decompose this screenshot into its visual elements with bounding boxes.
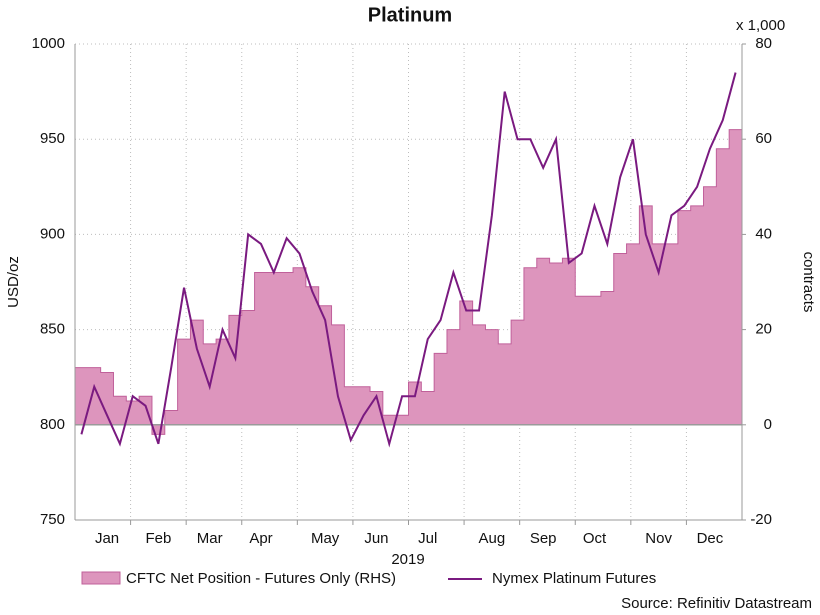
y2-tick-label: 80	[755, 35, 772, 52]
y2-tick-label: -20	[750, 511, 772, 528]
chart-title: Platinum	[368, 4, 452, 26]
x-tick-label: May	[311, 530, 340, 547]
y-tick-label: 950	[40, 130, 65, 147]
y2-unit: x 1,000	[736, 17, 785, 34]
x-tick-label: Jun	[364, 530, 388, 547]
y2-tick-label: 20	[755, 321, 772, 338]
y-tick-label: 900	[40, 225, 65, 242]
x-tick-label: Jan	[95, 530, 119, 547]
area	[74, 129, 743, 435]
x-tick-label: Feb	[145, 530, 171, 547]
y2-tick-label: 60	[755, 130, 772, 147]
x-tick-label: Apr	[249, 530, 272, 547]
x-tick-label: Aug	[479, 530, 506, 547]
x-tick-label: Oct	[583, 530, 607, 547]
x-axis-label: 2019	[391, 551, 424, 568]
y-tick-label: 750	[40, 511, 65, 528]
line	[80, 72, 737, 448]
legend-label: CFTC Net Position - Futures Only (RHS)	[126, 570, 396, 587]
y-axis-label: USD/oz	[5, 256, 22, 308]
legend-swatch	[81, 571, 121, 585]
source: Source: Refinitiv Datastream	[621, 595, 812, 612]
y2-tick-label: 40	[755, 225, 772, 242]
x-tick-label: Nov	[645, 530, 672, 547]
x-tick-label: Jul	[418, 530, 437, 547]
y-tick-label: 850	[40, 321, 65, 338]
y2-axis-label: contracts	[800, 252, 817, 313]
x-tick-label: Sep	[530, 530, 557, 547]
y2-tick-label: 0	[764, 416, 772, 433]
y-tick-label: 1000	[32, 35, 65, 52]
x-tick-label: Mar	[197, 530, 223, 547]
legend-label: Nymex Platinum Futures	[492, 570, 656, 587]
y-tick-label: 800	[40, 416, 65, 433]
x-tick-label: Dec	[697, 530, 724, 547]
